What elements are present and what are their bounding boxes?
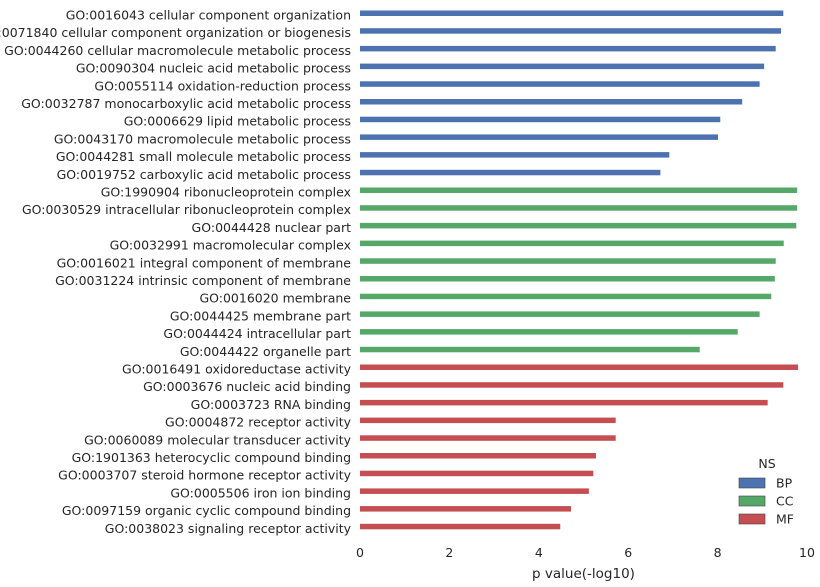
bar <box>360 240 784 247</box>
bar <box>360 399 768 406</box>
category-label: GO:0006629 lipid metabolic process <box>124 114 351 129</box>
bar <box>360 488 589 494</box>
legend-title: NS <box>758 456 775 471</box>
x-tick-label: 6 <box>624 545 632 560</box>
category-label: GO:0043170 macromolecule metabolic proce… <box>54 131 351 146</box>
bar <box>360 10 784 16</box>
category-label: GO:0071840 cellular component organizati… <box>0 25 351 40</box>
bar <box>360 470 594 477</box>
bar <box>360 276 775 282</box>
bar <box>360 45 776 52</box>
bar <box>360 364 799 370</box>
category-label: GO:0016020 membrane <box>199 291 351 306</box>
category-label: GO:0044428 nuclear part <box>192 220 352 235</box>
bar <box>360 28 782 34</box>
category-label: GO:0044424 intracellular part <box>163 326 351 341</box>
category-label: GO:0003707 steroid hormone receptor acti… <box>58 468 351 483</box>
legend-swatch <box>738 477 766 489</box>
category-label: GO:0019752 carboxylic acid metabolic pro… <box>57 167 351 182</box>
category-label: GO:0044281 small molecule metabolic proc… <box>56 149 351 164</box>
legend-label: MF <box>776 512 794 527</box>
bar <box>360 311 760 317</box>
category-label: GO:0044425 membrane part <box>170 308 351 323</box>
category-label: GO:0055114 oxidation-reduction process <box>94 78 351 93</box>
bar <box>360 116 721 123</box>
category-label: GO:1990904 ribonucleoprotein complex <box>101 185 351 200</box>
category-label: GO:0097159 organic cyclic compound bindi… <box>62 503 351 518</box>
category-label: GO:0044260 cellular macromolecule metabo… <box>4 43 351 58</box>
bar <box>360 329 738 335</box>
legend-label: CC <box>776 494 794 509</box>
category-label: GO:0005506 iron ion binding <box>170 485 351 500</box>
legend-label: BP <box>776 476 793 491</box>
bar <box>360 417 616 424</box>
bar <box>360 293 772 300</box>
bar <box>360 506 571 512</box>
category-label: GO:0032787 monocarboxylic acid metabolic… <box>21 96 351 111</box>
bar <box>360 222 797 229</box>
x-tick-label: 4 <box>535 545 543 560</box>
bar <box>360 63 765 70</box>
bar <box>360 187 798 193</box>
x-tick-label: 10 <box>799 545 815 560</box>
category-label: GO:0044422 organelle part <box>180 344 351 359</box>
bar <box>360 346 700 353</box>
x-axis-ticks: 0 2 4 6 8 10 <box>356 545 815 560</box>
bar <box>360 99 743 105</box>
x-tick-label: 0 <box>356 545 364 560</box>
bar <box>360 152 670 158</box>
bar <box>360 382 784 388</box>
category-label: GO:1901363 heterocyclic compound binding <box>72 450 351 465</box>
bar <box>360 205 798 211</box>
bar <box>360 134 719 140</box>
category-label: GO:0016043 cellular component organizati… <box>66 8 351 23</box>
category-labels: GO:0016043 cellular component organizati… <box>0 8 352 536</box>
x-tick-label: 8 <box>714 545 722 560</box>
bar <box>360 169 661 176</box>
bar <box>360 453 597 459</box>
category-label: GO:0032991 macromolecular complex <box>110 238 351 253</box>
category-label: GO:0030529 intracellular ribonucleoprote… <box>22 202 351 217</box>
category-label: GO:0038023 signaling receptor activity <box>105 521 352 536</box>
x-tick-label: 2 <box>445 545 453 560</box>
category-label: GO:0016021 integral component of membran… <box>57 255 352 270</box>
x-axis-label: p value(-log10) <box>532 566 635 582</box>
bar <box>360 81 760 87</box>
category-label: GO:0060089 molecular transducer activity <box>84 432 352 447</box>
bar <box>360 258 776 264</box>
category-label: GO:0031224 intrinsic component of membra… <box>55 273 351 288</box>
bar <box>360 435 616 441</box>
category-label: GO:0003676 nucleic acid binding <box>143 379 351 394</box>
category-label: GO:0016491 oxidoreductase activity <box>122 362 352 377</box>
category-label: GO:0003723 RNA binding <box>191 397 351 412</box>
bars <box>360 10 799 530</box>
category-label: GO:0090304 nucleic acid metabolic proces… <box>76 61 351 76</box>
legend-swatch <box>738 513 766 525</box>
category-label: GO:0004872 receptor activity <box>165 415 352 430</box>
legend: NS BP CC MF <box>738 456 794 527</box>
bar <box>360 523 561 530</box>
legend-entries: BP CC MF <box>738 476 794 527</box>
legend-swatch <box>738 495 766 507</box>
